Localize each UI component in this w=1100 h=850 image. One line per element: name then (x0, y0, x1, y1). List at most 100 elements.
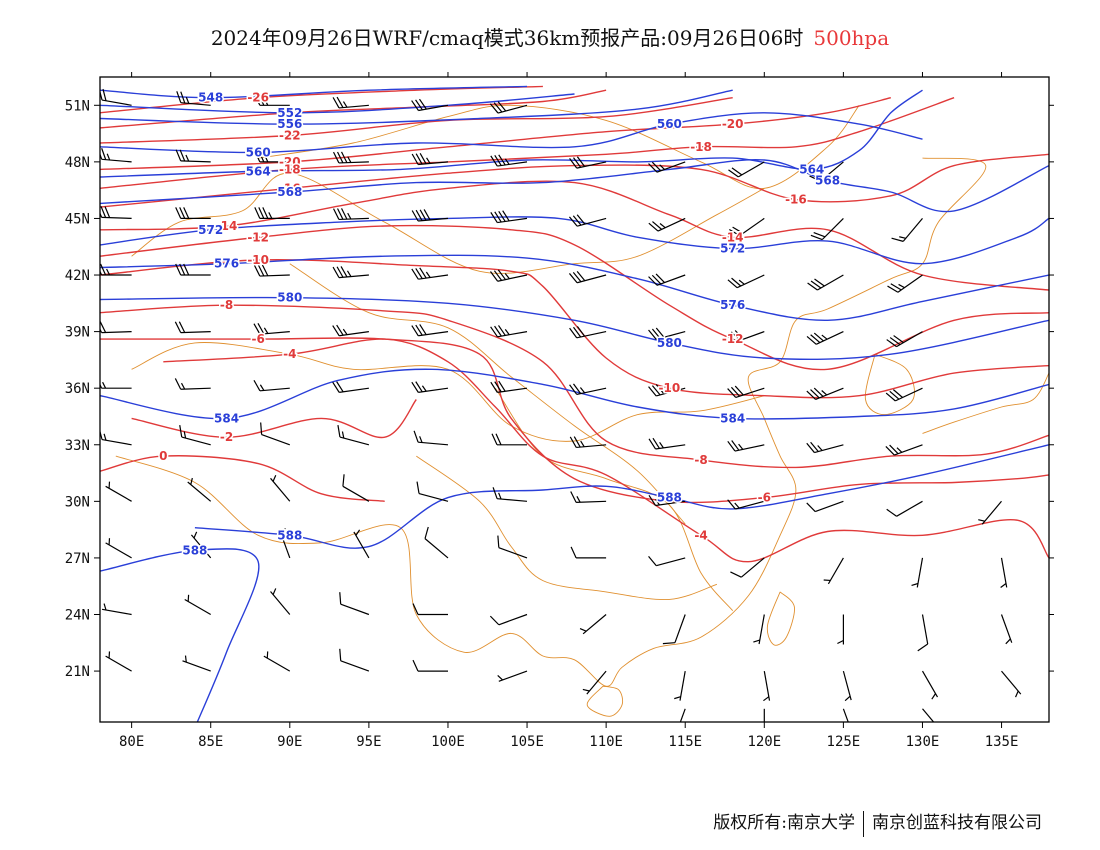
border-line (258, 104, 860, 189)
border-line (766, 591, 795, 646)
wind-barb (922, 708, 943, 722)
x-tick-label: 115E (668, 734, 702, 750)
wind-barb (674, 708, 686, 722)
wind-barb (179, 425, 211, 446)
height-contour (100, 89, 923, 178)
wind-barb (332, 324, 369, 337)
x-tick-label: 105E (510, 734, 544, 750)
wind-barb (353, 529, 370, 559)
wind-barb (886, 500, 923, 517)
wind-barb (648, 217, 686, 232)
wind-barb (254, 207, 290, 219)
wind-barb (648, 161, 686, 173)
wind-barb (105, 538, 132, 559)
wind-barb (911, 557, 924, 588)
border-line (115, 157, 987, 687)
wind-barb (100, 205, 132, 219)
wind-barb (182, 655, 211, 672)
wind-barb (727, 330, 765, 343)
wind-barb (342, 474, 370, 502)
wind-barb (411, 267, 449, 280)
wind-barb (253, 264, 290, 277)
height-contour (100, 93, 575, 114)
temperature-contour-label: -10 (659, 381, 681, 395)
height-contour-label: 560 (246, 145, 271, 159)
wind-barb (497, 535, 528, 559)
wind-barb (100, 147, 132, 163)
footer-separator (863, 810, 864, 837)
wind-barb (105, 651, 132, 672)
temperature-contour-label: -6 (758, 491, 771, 505)
footer-copyright: 版权所有:南京大学 (713, 813, 855, 833)
wind-barb (190, 531, 212, 559)
wind-barb (413, 430, 449, 446)
title-main: 2024年09月26日WRF/cmaq模式36km预报产品:09月26日06时 (210, 26, 804, 50)
border-line (864, 353, 915, 416)
wind-barb (187, 477, 212, 502)
title-level: 500hpa (813, 26, 890, 50)
wind-barb (809, 161, 844, 182)
height-contour-label: 584 (720, 411, 745, 425)
wind-barb (491, 433, 527, 446)
height-contour-label: 576 (214, 257, 239, 271)
wind-barb (806, 500, 844, 513)
height-contour-label: 588 (277, 528, 302, 542)
temperature-contour-label: -20 (279, 155, 301, 169)
wind-barb (569, 326, 607, 339)
temperature-contours-layer (100, 85, 1049, 563)
wind-barb (260, 422, 291, 446)
wind-barb (416, 481, 449, 502)
height-contour-label: 564 (799, 162, 824, 176)
wind-barb (806, 387, 844, 400)
wind-barb (411, 209, 449, 222)
wind-barb (727, 440, 765, 452)
temperature-contour-label: -12 (722, 332, 744, 346)
y-tick-label: 48N (65, 155, 90, 171)
footer-company: 南京创蓝科技有限公司 (872, 813, 1042, 833)
wind-barb (411, 324, 449, 337)
wind-barb (648, 273, 686, 286)
province-borders-layer (115, 104, 1049, 717)
temperature-contour-label: -2 (220, 430, 233, 444)
temperature-contour (100, 455, 385, 502)
border-line (289, 263, 686, 525)
x-tick-label: 100E (431, 734, 465, 750)
y-tick-label: 36N (65, 381, 90, 397)
temperature-contour-label: -12 (247, 230, 269, 244)
height-contour-label: 556 (277, 117, 302, 131)
wind-barb (917, 614, 929, 652)
wind-barb (489, 613, 528, 626)
temperature-contour-label: -16 (785, 193, 807, 207)
temperature-contour-label: -18 (690, 140, 712, 154)
wind-barb (978, 500, 1002, 525)
y-tick-label: 39N (65, 325, 90, 341)
height-contour (100, 548, 260, 722)
chart-title: 2024年09月26日WRF/cmaq模式36km预报产品:09月26日06时 5… (0, 22, 1100, 51)
wind-barb (105, 481, 132, 502)
temperature-contour-label: -4 (694, 528, 707, 542)
wind-barb (176, 91, 211, 106)
wind-barb (492, 487, 528, 502)
wind-barb (885, 387, 923, 402)
wind-barb (270, 588, 291, 615)
wind-barb (648, 384, 686, 397)
wind-barb (727, 499, 765, 510)
contour-labels-layer: -26-24-22-20-20-18-18-16-16-14-14-12-12-… (158, 89, 842, 559)
wind-barb (1001, 670, 1022, 698)
wind-barb (101, 603, 132, 616)
height-contour (100, 254, 1049, 322)
wind-barb (887, 274, 923, 293)
temperature-contour-label: -14 (722, 230, 744, 244)
temperature-contour-label: -10 (247, 253, 269, 267)
wind-barb (332, 266, 369, 279)
wind-barb (648, 437, 686, 450)
wind-barb (490, 210, 528, 224)
wind-barb (339, 592, 370, 616)
height-contour (194, 444, 1049, 549)
wind-barb (842, 670, 852, 702)
wind-barb (490, 154, 528, 167)
temperature-contour-label: -4 (283, 347, 296, 361)
wind-barb (1000, 614, 1013, 645)
wind-barb (175, 207, 211, 219)
height-contour-label: 568 (815, 174, 840, 188)
